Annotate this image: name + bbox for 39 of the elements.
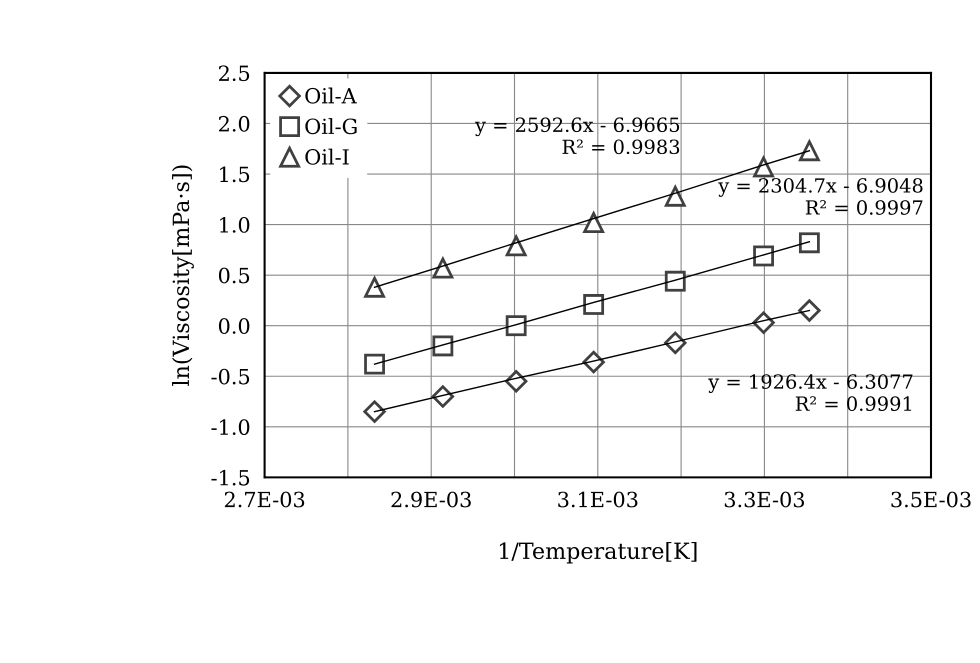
point — [506, 315, 527, 336]
y-tick-label: 2.0 — [218, 116, 250, 132]
point — [664, 270, 686, 292]
point — [364, 276, 385, 298]
point — [363, 400, 386, 423]
x-tick-label: 2.9E-03 — [391, 492, 471, 508]
point — [583, 212, 604, 233]
point — [432, 336, 454, 356]
y-tick-label: 0.0 — [218, 318, 250, 334]
annotation: y = 2592.6x - 6.9665 R² = 0.9983 — [474, 117, 680, 154]
point — [798, 232, 820, 254]
point — [504, 370, 528, 393]
annotation: y = 2304.7x - 6.9048 R² = 0.9997 — [718, 178, 923, 215]
point — [506, 235, 527, 256]
x-tick-label: 2.7E-03 — [224, 492, 304, 508]
point — [753, 246, 774, 266]
y-tick-label: -0.5 — [211, 368, 250, 384]
legend-label: Oil-A — [305, 88, 357, 104]
point — [583, 294, 604, 315]
legend-label: Oil-G — [305, 118, 357, 134]
point — [432, 258, 454, 278]
y-tick-label: 1.5 — [220, 166, 250, 182]
annotation: y = 1926.4x - 6.3077 R² = 0.9991 — [708, 374, 912, 411]
y-tick-label: -1.5 — [211, 470, 250, 486]
point — [664, 186, 686, 207]
y-tick-label: 2.5 — [218, 65, 250, 82]
point — [753, 156, 774, 178]
x-axis-title: 1/Temperature[K] — [500, 542, 696, 564]
x-tick-label: 3.3E-03 — [724, 492, 804, 508]
x-tick-label: 3.1E-03 — [558, 492, 638, 508]
point — [798, 299, 821, 322]
legend-label: Oil-I — [305, 148, 349, 165]
y-tick-label: 1.0 — [220, 217, 250, 233]
point — [364, 354, 385, 375]
y-axis-title: ln(Viscosity[mPa·s]) — [172, 165, 194, 386]
y-tick-label: -1.0 — [211, 419, 250, 436]
point — [798, 140, 820, 162]
x-tick-label: 3.5E-03 — [891, 492, 971, 508]
y-tick-label: 0.5 — [218, 268, 250, 284]
